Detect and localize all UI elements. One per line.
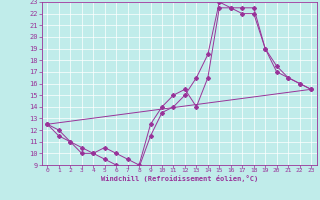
X-axis label: Windchill (Refroidissement éolien,°C): Windchill (Refroidissement éolien,°C) — [100, 175, 258, 182]
